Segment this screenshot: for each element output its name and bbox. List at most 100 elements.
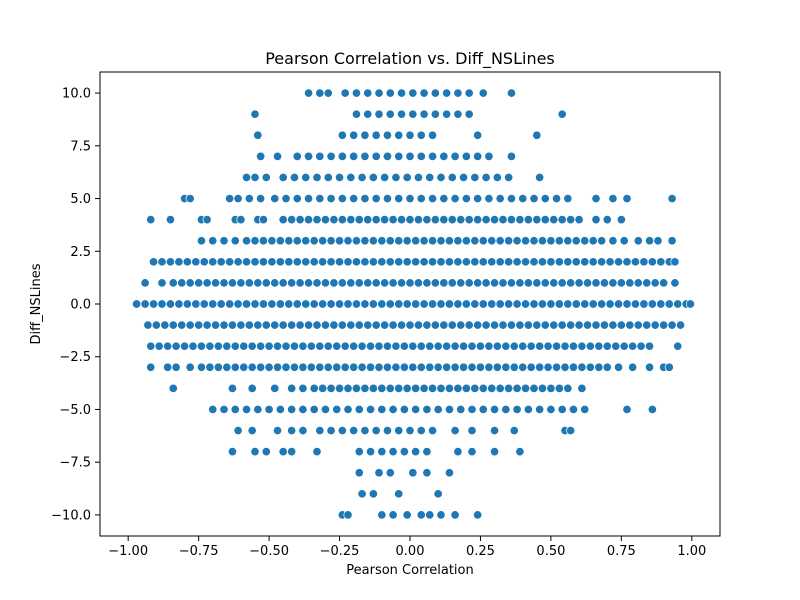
data-point [281,341,291,351]
data-point [594,341,604,351]
data-point [326,151,336,161]
data-point [377,383,387,393]
data-point [622,404,632,414]
data-point [318,236,328,246]
data-point [163,341,173,351]
x-axis: −1.00 −0.75 −0.50 −0.25 0.00 0.25 0.50 0.75 1.00 [108,536,706,559]
data-point [267,299,277,309]
data-point [588,299,598,309]
data-point [287,447,297,457]
data-point [340,341,350,351]
data-point [537,383,547,393]
data-point [363,109,373,119]
data-point [416,425,426,436]
data-point [377,257,387,267]
data-point [442,88,452,98]
data-point [323,88,333,98]
data-point [343,236,353,246]
data-point [298,383,308,393]
data-point [605,299,615,309]
data-point [323,341,333,351]
data-point [256,341,266,351]
data-point [464,109,474,119]
data-point [247,362,257,372]
data-point [402,383,412,393]
data-point [165,215,175,225]
data-point [264,341,274,351]
data-point [261,278,271,288]
data-point [628,362,638,372]
data-point [256,151,266,161]
data-point [450,425,460,436]
data-point [334,383,345,393]
data-point [332,362,342,372]
data-point [287,320,297,330]
data-point [489,278,500,288]
data-point [394,236,404,246]
data-point [363,320,373,330]
data-point [450,362,460,372]
data-point [430,88,440,98]
data-point [667,194,677,204]
data-point [405,425,415,436]
data-point [411,257,421,267]
data-point [301,257,311,267]
data-point [512,236,522,246]
data-point [456,320,466,330]
data-point [343,404,353,414]
data-point [349,130,359,140]
data-point [506,194,516,204]
data-point [365,341,376,351]
data-point [549,278,559,288]
data-point [498,320,508,330]
data-point [444,404,454,414]
data-point [504,236,514,246]
data-point [146,215,156,225]
data-point [501,404,511,414]
data-point [312,278,322,288]
data-point [484,194,494,204]
data-point [242,404,252,414]
data-point [577,341,587,351]
data-point [349,194,359,204]
data-point [444,299,454,309]
data-point [481,278,491,288]
data-point [270,320,280,330]
data-point [326,194,336,204]
data-point [236,320,246,330]
data-point [349,425,359,436]
data-point [396,88,407,98]
data-point [444,257,454,267]
data-point [495,383,505,393]
data-point [284,257,294,267]
data-point [213,341,223,351]
data-point [371,215,381,225]
data-point [427,299,438,309]
data-point [385,236,395,246]
data-point [337,130,347,140]
data-point [481,215,491,225]
data-point [351,109,361,119]
y-tick-label: 7.5 [70,139,91,154]
data-point [605,257,615,267]
data-point [529,236,539,246]
data-point [582,320,593,330]
data-point [439,151,449,161]
data-point [484,362,494,372]
data-point [622,257,632,267]
data-point [292,236,302,246]
data-point [326,257,336,267]
data-point [357,172,367,182]
data-point [473,215,483,225]
data-point [340,88,350,98]
data-point [478,88,488,98]
data-point [557,215,567,225]
data-point [408,88,418,98]
data-point [194,278,204,288]
data-point [515,215,525,225]
data-point [453,447,463,457]
data-point [374,109,384,119]
data-point [163,362,173,372]
data-point [357,362,367,372]
data-point [523,320,533,330]
